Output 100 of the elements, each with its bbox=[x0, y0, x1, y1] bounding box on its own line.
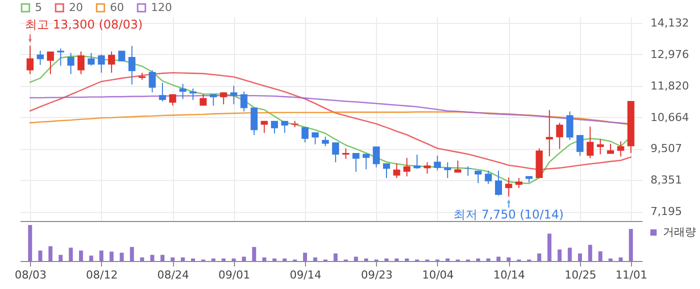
candlestick bbox=[414, 154, 421, 170]
bar bbox=[618, 257, 623, 261]
x-tick-label: 08/24 bbox=[157, 268, 190, 282]
x-tick-label: 09/23 bbox=[360, 268, 393, 282]
bar bbox=[58, 254, 63, 261]
legend-label: 120 bbox=[151, 0, 172, 14]
y-tick-label: 7,195 bbox=[650, 205, 682, 218]
bar bbox=[446, 258, 450, 261]
bar bbox=[150, 254, 154, 261]
candlestick bbox=[515, 178, 522, 189]
candlestick bbox=[26, 45, 34, 75]
candlestick bbox=[332, 142, 340, 163]
legend-label: 20 bbox=[69, 0, 83, 14]
x-tick-label: 11/01 bbox=[616, 268, 648, 282]
bar bbox=[404, 258, 409, 261]
bar bbox=[394, 258, 399, 261]
bar bbox=[282, 258, 287, 261]
bar bbox=[38, 250, 42, 261]
bar bbox=[486, 258, 490, 261]
candlestick bbox=[98, 54, 105, 74]
bar bbox=[568, 248, 572, 261]
bar bbox=[180, 257, 185, 261]
candlestick bbox=[434, 155, 441, 171]
y-tick-label: 14,132 bbox=[650, 16, 689, 30]
candlestick bbox=[586, 126, 594, 159]
bar bbox=[334, 253, 338, 261]
bar bbox=[476, 258, 480, 261]
legend-label: 60 bbox=[110, 0, 124, 14]
x-tick-label: 09/01 bbox=[218, 268, 250, 282]
candlestick bbox=[474, 170, 482, 184]
candlestick bbox=[148, 70, 156, 93]
candlestick bbox=[302, 126, 309, 143]
candlestick bbox=[108, 51, 116, 74]
bar bbox=[211, 258, 216, 261]
bar bbox=[547, 234, 552, 261]
y-tick-label: 8,351 bbox=[650, 174, 682, 187]
candlestick bbox=[169, 94, 176, 106]
candlestick bbox=[240, 91, 248, 112]
legend-label: 거래량 bbox=[663, 226, 696, 238]
candlestick bbox=[57, 48, 64, 66]
bar bbox=[628, 228, 633, 261]
candlestick bbox=[546, 110, 553, 157]
bar bbox=[89, 256, 94, 261]
candlestick bbox=[383, 162, 390, 179]
bar bbox=[28, 225, 32, 261]
candlestick bbox=[607, 143, 614, 154]
candlestick bbox=[179, 83, 186, 100]
bar bbox=[272, 258, 276, 261]
y-tick-label: 11,820 bbox=[650, 79, 689, 92]
annotation: 최고 13,300 (08/03) bbox=[25, 18, 143, 32]
y-tick-label: 10,664 bbox=[650, 110, 689, 124]
candlestick bbox=[46, 51, 54, 75]
bar bbox=[558, 249, 562, 261]
candlestick bbox=[372, 146, 380, 168]
candlestick bbox=[67, 52, 74, 75]
candlestick bbox=[556, 122, 564, 150]
candlestick bbox=[158, 82, 166, 102]
bar bbox=[588, 244, 592, 261]
x-tick-label: 08/12 bbox=[86, 268, 118, 282]
candlestick bbox=[484, 170, 492, 185]
candlestick bbox=[128, 45, 136, 85]
bar bbox=[79, 250, 84, 261]
candlestick bbox=[505, 176, 512, 198]
bar bbox=[364, 258, 368, 261]
candlestick bbox=[566, 110, 574, 140]
bar bbox=[608, 258, 613, 261]
bar bbox=[232, 258, 236, 261]
bar bbox=[537, 253, 542, 261]
x-tick-label: 10/14 bbox=[493, 268, 526, 282]
bar bbox=[242, 256, 246, 261]
bar bbox=[160, 254, 164, 261]
bar bbox=[170, 257, 175, 261]
candlestick bbox=[88, 52, 95, 66]
candlestick bbox=[270, 120, 278, 134]
bar bbox=[130, 246, 134, 261]
y-tick-label: 12,976 bbox=[650, 48, 689, 61]
annotation: 최저 7,750 (10/14) bbox=[454, 208, 564, 222]
candlestick bbox=[352, 152, 360, 172]
bar bbox=[262, 257, 266, 261]
candlestick bbox=[393, 162, 400, 179]
bar bbox=[506, 257, 511, 261]
candlestick bbox=[362, 153, 370, 170]
bar bbox=[354, 256, 358, 261]
bar bbox=[578, 253, 582, 261]
bar bbox=[222, 258, 226, 261]
candlestick bbox=[118, 50, 126, 62]
bar bbox=[48, 246, 52, 261]
bar bbox=[496, 256, 501, 261]
bar bbox=[384, 258, 388, 261]
bar bbox=[252, 246, 256, 261]
candlestick bbox=[495, 170, 502, 196]
bar bbox=[598, 251, 602, 261]
x-tick-label: 08/03 bbox=[14, 268, 46, 282]
candlestick bbox=[322, 136, 329, 147]
bar bbox=[303, 252, 308, 261]
candlestick bbox=[424, 162, 431, 174]
x-tick-label: 09/14 bbox=[290, 268, 322, 282]
bar bbox=[99, 250, 104, 261]
bar bbox=[110, 252, 114, 261]
bar bbox=[313, 257, 318, 261]
